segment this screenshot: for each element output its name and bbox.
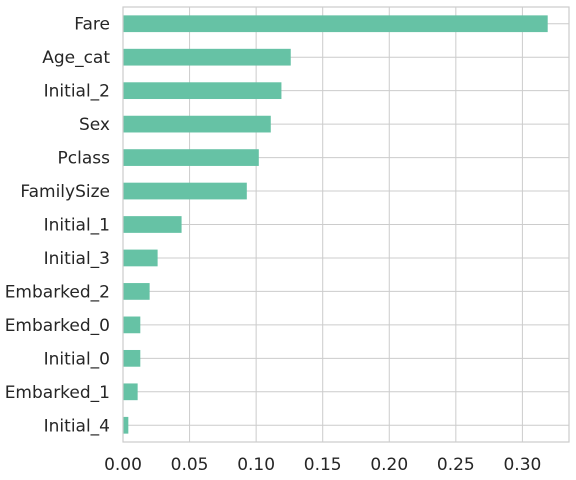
y-tick-label: FamilySize <box>20 182 110 202</box>
x-tick-label: 0.25 <box>437 455 475 475</box>
y-tick-label: Pclass <box>58 149 111 169</box>
x-tick-label: 0.05 <box>171 455 209 475</box>
bar-initial-1 <box>123 216 182 233</box>
x-tick-label: 0.00 <box>104 455 142 475</box>
x-tick-labels: 0.00 0.05 0.10 0.15 0.20 0.25 0.30 <box>104 455 541 475</box>
grid-layer <box>122 7 569 442</box>
y-tick-label: Embarked_2 <box>5 282 110 302</box>
x-tick-label: 0.15 <box>304 455 342 475</box>
y-tick-label: Age_cat <box>42 48 110 68</box>
y-tick-labels: Fare Age_cat Initial_2 Sex Pclass FamilySize I… <box>5 15 111 437</box>
bar-sex <box>123 115 271 133</box>
y-tick-label: Fare <box>74 15 110 35</box>
bar-initial-0 <box>123 349 141 367</box>
y-tick-label: Initial_3 <box>44 249 110 269</box>
bar-age-cat <box>123 48 291 66</box>
y-tick-label: Embarked_1 <box>5 383 110 403</box>
bar-initial-2 <box>123 82 282 100</box>
x-tick-label: 0.20 <box>370 455 408 475</box>
y-tick-label: Embarked_0 <box>5 316 110 336</box>
bar-layer <box>123 15 548 434</box>
y-tick-label: Initial_0 <box>44 349 110 369</box>
bar-initial-4 <box>123 416 129 434</box>
bar-fare <box>123 15 548 33</box>
bar-embarked-0 <box>123 316 141 334</box>
plot-frame <box>122 6 570 443</box>
bar-embarked-2 <box>123 283 150 300</box>
x-tick-label: 0.30 <box>503 455 541 475</box>
bar-embarked-1 <box>123 383 138 401</box>
y-tick-label: Sex <box>79 115 110 135</box>
y-tick-label: Initial_2 <box>44 82 110 102</box>
bar-initial-3 <box>123 249 158 267</box>
bar-familysize <box>123 182 247 200</box>
bar-pclass <box>123 149 259 166</box>
y-tick-label: Initial_4 <box>44 416 110 436</box>
x-tick-label: 0.10 <box>237 455 275 475</box>
y-tick-label: Initial_1 <box>44 216 110 236</box>
